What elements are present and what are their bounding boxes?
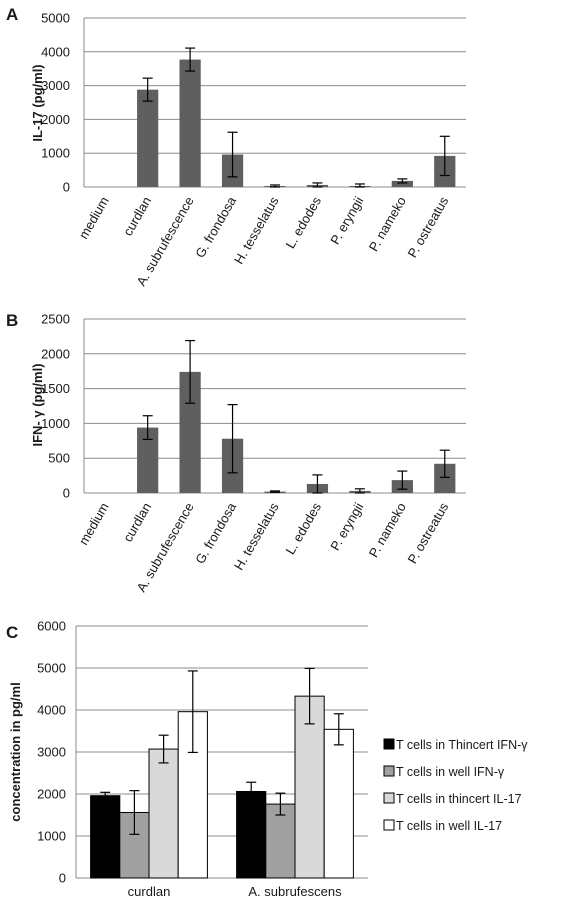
y-tick-label: 1000 [37,829,66,844]
y-tick-label: 2000 [41,112,70,127]
y-tick-label: 0 [59,871,66,886]
y-tick-label: 3000 [41,78,70,93]
x-category-label: H. tesselatus [231,500,282,573]
y-axis-title-c: concentration in pg/ml [8,682,23,821]
bar [391,180,413,187]
y-axis-title-a: IL-17 (pg/ml) [30,64,45,141]
legend-label: T cells in well IFN-γ [396,765,505,779]
x-category-label: G. frondosa [192,499,239,566]
y-tick-label: 0 [63,180,70,195]
legend-label: T cells in Thincert IFN-γ [396,738,528,752]
panel-label-b: B [6,311,18,330]
y-tick-label: 4000 [37,703,66,718]
y-tick-label: 5000 [37,661,66,676]
y-tick-label: 6000 [37,619,66,634]
bar [434,463,456,493]
bar [179,59,201,187]
x-category-label: H. tesselatus [231,194,282,267]
bar [323,728,354,879]
x-category-label: P. eryngii [327,194,366,247]
legend-swatch [383,819,395,831]
x-category-label: P. ostreatus [405,194,452,261]
legend-panel-c: T cells in Thincert IFN-γ T cells in well… [383,738,528,833]
y-tick-label: 1500 [41,381,70,396]
x-category-label: A. subrufescens [248,884,342,899]
bar [90,795,121,879]
y-tick-label: 2000 [41,346,70,361]
x-category-label: L. edodes [282,194,324,251]
y-tick-label: 2500 [41,312,70,327]
x-category-label: P. ostreatus [405,500,452,567]
legend-label: T cells in thincert IL-17 [396,792,522,806]
legend-label: T cells in well IL-17 [396,819,502,833]
y-tick-label: 500 [48,451,70,466]
legend-swatch [383,792,395,804]
x-category-label: medium [76,194,112,242]
panel-label-c: C [6,623,18,642]
x-category-label: L. edodes [282,500,324,557]
bar [294,695,325,879]
x-category-label: P. nameko [366,194,409,254]
y-tick-label: 1000 [41,146,70,161]
y-tick-label: 1000 [41,416,70,431]
y-tick-label: 3000 [37,745,66,760]
x-category-label: curdlan [128,884,171,899]
y-tick-label: 5000 [41,11,70,26]
x-category-label: curdlan [120,500,154,544]
bar [179,371,201,493]
bar [148,748,179,879]
x-category-label: P. eryngii [327,500,366,553]
bar [137,427,159,493]
y-tick-label: 2000 [37,787,66,802]
x-category-label: P. nameko [366,500,409,560]
y-tick-label: 0 [63,486,70,501]
y-axis-title-b: IFN- γ (pg/ml) [30,363,45,446]
x-category-label: G. frondosa [192,193,239,260]
legend-swatch [383,738,395,750]
chart-panel-c: 0 1000 2000 3000 4000 5000 6000 curdlan A. subru… [37,619,368,899]
y-tick-label: 4000 [41,44,70,59]
bar [137,89,159,187]
x-category-label: curdlan [120,194,154,238]
bar [236,790,267,879]
x-category-label: medium [76,500,112,548]
bar [265,803,296,879]
panel-label-a: A [6,5,18,24]
legend-swatch [383,765,395,777]
